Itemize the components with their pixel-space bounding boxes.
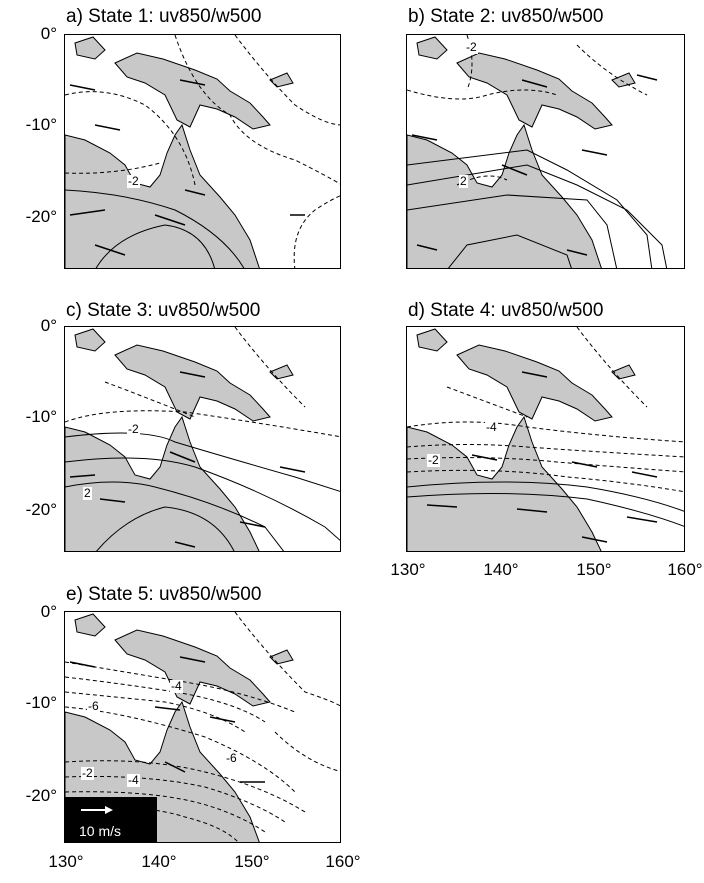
panel-a-title: a) State 1: uv850/w500 — [66, 6, 262, 27]
panel-e-ytick-2: -20° — [25, 786, 57, 805]
panel-a-map: -2 — [64, 34, 341, 269]
panel-c-title: c) State 3: uv850/w500 — [66, 300, 261, 321]
panel-e-ytick-1: -10° — [25, 693, 57, 712]
panel-e-xtick-0: 130° — [48, 852, 84, 871]
panel-e-ytick-0: 0° — [40, 602, 57, 621]
panel-a-ytick-2: -20° — [25, 207, 57, 226]
panel-e-xtick-1: 140° — [141, 852, 177, 871]
scale-label: 10 m/s — [79, 823, 122, 839]
panel-c-map: -2 2 — [64, 326, 341, 552]
panel-a-ytick-0: 0° — [40, 24, 57, 43]
panel-c-ytick-1: -10° — [25, 407, 57, 426]
panel-c-ytick-0: 0° — [40, 316, 57, 335]
panel-d-contour-label-2: -2 — [427, 453, 440, 467]
panel-e-contour-label-1: -4 — [170, 679, 183, 693]
panel-d-map: -4 -2 — [406, 326, 685, 552]
panel-b-map: -2 2 — [406, 34, 685, 269]
scale-legend: 10 m/s — [65, 797, 157, 842]
panel-d-xtick-2: 150° — [576, 560, 612, 579]
panel-a-ytick-1: -10° — [25, 115, 57, 134]
panel-d-xtick-3: 160° — [667, 560, 703, 579]
panel-e-contour-label-3: -6 — [225, 751, 238, 765]
panel-c-contour-label-1: -2 — [127, 422, 140, 436]
land-mass — [65, 36, 294, 268]
panel-b-title: b) State 2: uv850/w500 — [408, 6, 604, 27]
panel-a-contour-label: -2 — [127, 174, 140, 188]
panel-e-xtick-2: 150° — [234, 852, 270, 871]
panel-e-title: e) State 5: uv850/w500 — [66, 584, 262, 605]
panel-b-contour-label-2: 2 — [459, 174, 468, 188]
panel-c-ytick-2: -20° — [25, 500, 57, 519]
panel-e-contour-label-2: -6 — [87, 699, 100, 713]
panel-e-xtick-3: 160° — [325, 852, 361, 871]
wind-vectors — [69, 79, 305, 256]
panel-e-contour-label-5: -4 — [127, 773, 140, 787]
panel-d-xtick-0: 130° — [390, 560, 426, 579]
panel-b-contour-label-1: -2 — [465, 40, 478, 54]
panel-c-contour-label-2: 2 — [83, 486, 92, 500]
panel-e-map: -4 -6 -6 -2 -4 10 m/s — [64, 611, 341, 843]
panel-d-title: d) State 4: uv850/w500 — [408, 300, 604, 321]
panel-e-contour-label-4: -2 — [81, 766, 94, 780]
panel-d-contour-label-1: -4 — [485, 420, 498, 434]
panel-d-xtick-1: 140° — [483, 560, 519, 579]
